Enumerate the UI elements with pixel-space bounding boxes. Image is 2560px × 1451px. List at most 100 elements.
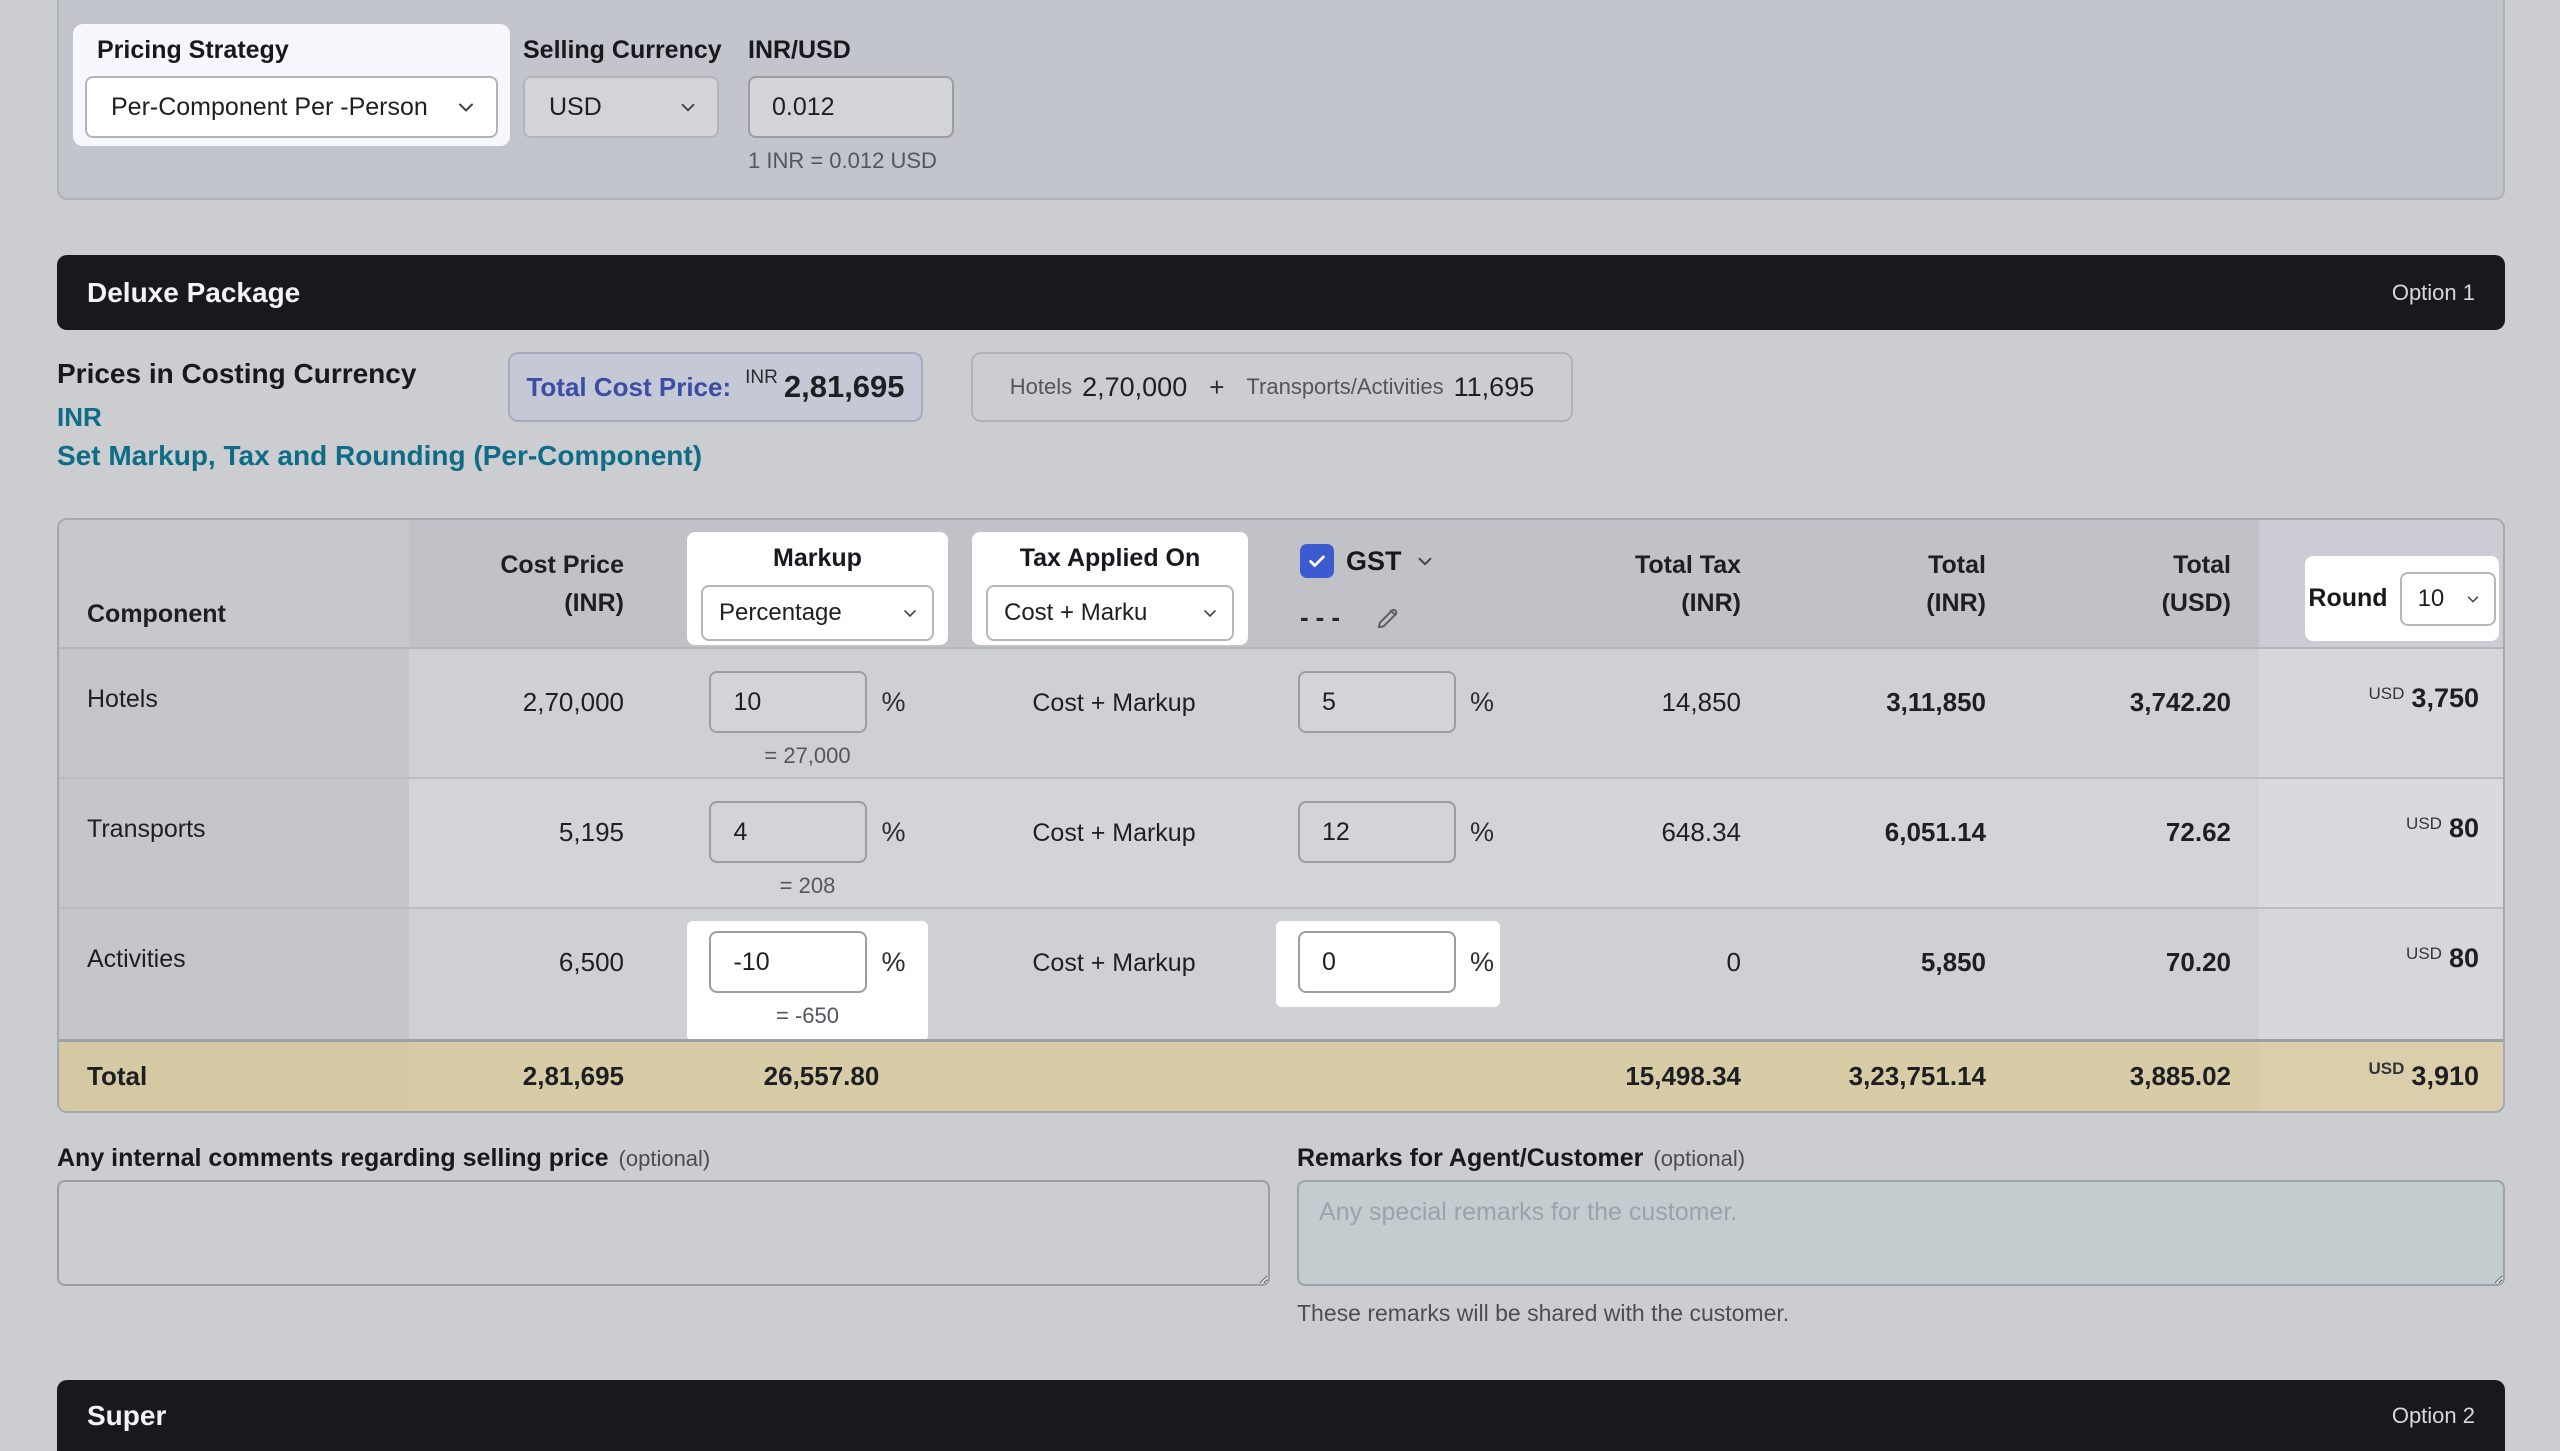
gst-rate-input[interactable] xyxy=(1298,801,1456,863)
gst-rate-placeholder: --- xyxy=(1300,602,1347,632)
remarks-helper: These remarks will be shared with the cu… xyxy=(1297,1300,1790,1326)
selling-currency-value: USD xyxy=(549,92,602,121)
row-total-inr: 5,850 xyxy=(1769,907,2014,1039)
row-rounded: USD 80 xyxy=(2259,907,2503,1039)
prices-heading: Prices in Costing Currency xyxy=(57,358,417,389)
header-total-tax: Total Tax (INR) xyxy=(1514,520,1769,647)
row-tax-applied: Cost + Markup xyxy=(964,647,1264,777)
set-markup-heading: Set Markup, Tax and Rounding (Per-Compon… xyxy=(57,440,703,471)
option-badge: Option 2 xyxy=(2391,1402,2475,1428)
total-cost-value: 2,81,695 xyxy=(783,369,905,404)
pricing-strategy-select[interactable]: Per-Component Per -Person xyxy=(85,76,498,138)
markup-input[interactable] xyxy=(709,671,868,733)
plus-sign: + xyxy=(1209,371,1225,402)
hotels-breakdown-label: Hotels xyxy=(1009,374,1073,399)
gst-checkbox[interactable] xyxy=(1300,544,1334,578)
row-component: Activities xyxy=(59,907,409,1039)
remarks-label: Remarks for Agent/Customer (optional) xyxy=(1297,1144,1746,1172)
total-label: Total xyxy=(59,1039,409,1111)
row-total-tax: 0 xyxy=(1514,907,1769,1039)
header-total-usd: Total (USD) xyxy=(2014,520,2259,647)
row-cost-price: 2,70,000 xyxy=(409,647,679,777)
row-component: Transports xyxy=(59,777,409,907)
row-cost-price: 5,195 xyxy=(409,777,679,907)
component-breakdown-chip: Hotels 2,70,000 + Transports/Activities … xyxy=(971,352,1573,422)
total-gst-empty xyxy=(1264,1039,1514,1111)
chevron-down-icon xyxy=(1200,603,1220,623)
row-cost-price: 6,500 xyxy=(409,907,679,1039)
transports-breakdown-value: 11,695 xyxy=(1453,371,1535,402)
markup-calc: = 27,000 xyxy=(764,743,851,768)
header-total-inr: Total (INR) xyxy=(1769,520,2014,647)
round-card: Round 10 xyxy=(2305,556,2499,641)
row-component: Hotels xyxy=(59,647,409,777)
costing-currency: INR xyxy=(57,402,102,432)
package-title: Deluxe Package xyxy=(87,276,301,308)
package-header-super[interactable]: Super Option 2 xyxy=(57,1380,2505,1451)
price-table: Component Cost Price (INR) Markup Percen… xyxy=(57,518,2505,1113)
row-gst-cell: % xyxy=(1264,907,1514,1039)
total-rounded: USD 3,910 xyxy=(2259,1039,2503,1111)
row-markup-cell: % = 208 xyxy=(679,777,964,907)
header-tax-applied: Tax Applied On Cost + Marku xyxy=(964,520,1264,647)
chevron-down-icon xyxy=(900,603,920,623)
row-total-usd: 3,742.20 xyxy=(2014,647,2259,777)
row-markup-cell: % = 27,000 xyxy=(679,647,964,777)
header-component: Component xyxy=(59,520,409,647)
row-total-usd: 72.62 xyxy=(2014,777,2259,907)
chevron-down-icon xyxy=(454,95,478,119)
markup-input[interactable] xyxy=(709,801,868,863)
edit-pencil-icon[interactable] xyxy=(1375,605,1401,631)
pricing-strategy-label: Pricing Strategy xyxy=(97,36,289,64)
exchange-rate-input[interactable] xyxy=(748,76,954,138)
chevron-down-icon xyxy=(2464,590,2482,608)
package-header-deluxe[interactable]: Deluxe Package Option 1 xyxy=(57,255,2505,330)
markup-input[interactable] xyxy=(709,931,868,993)
total-total-usd: 3,885.02 xyxy=(2014,1039,2259,1111)
total-cost-currency: INR xyxy=(745,367,778,388)
internal-comments-textarea[interactable] xyxy=(57,1180,1270,1286)
total-total-inr: 3,23,751.14 xyxy=(1769,1039,2014,1111)
round-select[interactable]: 10 xyxy=(2399,571,2496,626)
row-total-usd: 70.20 xyxy=(2014,907,2259,1039)
row-total-inr: 3,11,850 xyxy=(1769,647,2014,777)
row-markup-cell: % = -650 xyxy=(679,907,964,1041)
selling-currency-label: Selling Currency xyxy=(523,36,722,64)
internal-comments-label: Any internal comments regarding selling … xyxy=(57,1144,711,1172)
exchange-rate-helper: 1 INR = 0.012 USD xyxy=(748,148,937,173)
header-cost-price: Cost Price (INR) xyxy=(409,520,679,647)
markup-highlight-card: % = -650 xyxy=(687,921,928,1041)
exchange-rate-label: INR/USD xyxy=(748,36,851,64)
gst-rate-input[interactable] xyxy=(1298,931,1456,993)
row-tax-applied: Cost + Markup xyxy=(964,777,1264,907)
transports-breakdown-label: Transports/Activities xyxy=(1246,374,1444,399)
total-cost-price: 2,81,695 xyxy=(409,1039,679,1111)
gst-label: GST xyxy=(1346,545,1402,576)
header-round: Round 10 xyxy=(2259,520,2503,647)
markup-calc: = -650 xyxy=(776,1003,839,1028)
row-gst-cell: % xyxy=(1264,777,1514,907)
remarks-textarea[interactable] xyxy=(1297,1180,2505,1286)
total-cost-chip: Total Cost Price: INR 2,81,695 xyxy=(508,352,923,422)
row-total-tax: 648.34 xyxy=(1514,777,1769,907)
row-total-tax: 14,850 xyxy=(1514,647,1769,777)
header-gst: GST --- xyxy=(1264,520,1514,647)
chevron-down-icon xyxy=(677,96,699,118)
markup-mode-select[interactable]: Percentage xyxy=(701,585,934,641)
hotels-breakdown-value: 2,70,000 xyxy=(1082,371,1188,402)
header-markup: Markup Percentage xyxy=(679,520,964,647)
row-tax-applied: Cost + Markup xyxy=(964,907,1264,1039)
gst-rate-input[interactable] xyxy=(1298,671,1456,733)
gst-highlight-card: % xyxy=(1276,921,1500,1007)
row-rounded: USD 80 xyxy=(2259,777,2503,907)
total-markup: 26,557.80 xyxy=(679,1039,964,1111)
markup-calc: = 208 xyxy=(779,873,836,898)
chevron-down-icon[interactable] xyxy=(1414,550,1436,572)
markup-header-card: Markup Percentage xyxy=(687,532,948,645)
row-rounded: USD 3,750 xyxy=(2259,647,2503,777)
total-cost-label: Total Cost Price: xyxy=(526,371,732,402)
total-total-tax: 15,498.34 xyxy=(1514,1039,1769,1111)
selling-currency-select[interactable]: USD xyxy=(523,76,719,138)
tax-applied-select[interactable]: Cost + Marku xyxy=(986,585,1234,641)
